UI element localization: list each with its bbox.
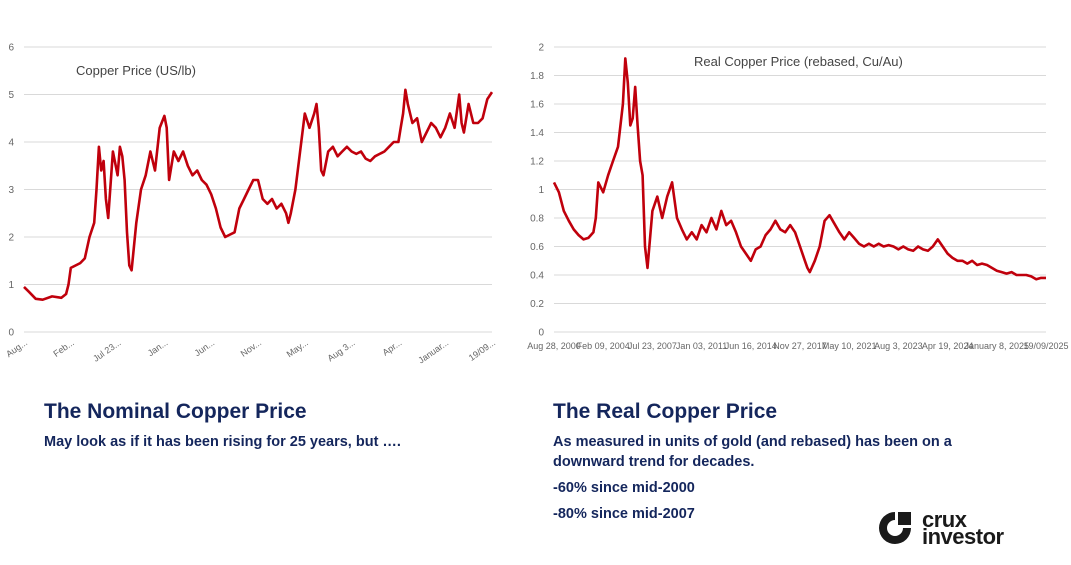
y-tick-label: 0 bbox=[8, 328, 14, 339]
crux-investor-logo: crux investor bbox=[876, 505, 1004, 551]
x-tick-label: Apr 19, 2024 bbox=[922, 341, 974, 351]
y-tick-label: 1.6 bbox=[530, 100, 544, 111]
x-tick-label: 19/09/2025 bbox=[1023, 341, 1068, 351]
x-tick-label: Aug 3... bbox=[326, 337, 357, 363]
x-tick-label: May... bbox=[285, 337, 310, 359]
chart-title: Copper Price (US/lb) bbox=[76, 63, 196, 78]
logo-text-investor: investor bbox=[922, 524, 1004, 549]
y-tick-label: 1.8 bbox=[530, 71, 544, 82]
x-tick-label: Jan 03, 2011 bbox=[676, 341, 727, 351]
series-line bbox=[23, 88, 494, 301]
y-tick-label: 4 bbox=[8, 138, 14, 149]
x-tick-label: Aug 3, 2023 bbox=[874, 341, 923, 351]
series-line bbox=[552, 57, 1046, 281]
real-copper-chart: 0 0.2 0.4 0.6 0.8 1 1.2 1.4 1.6 1.8 2 Aug 28, 2000F… bbox=[527, 43, 1068, 352]
x-tick-label: May 10, 2021 bbox=[822, 341, 877, 351]
x-tick-label: Jul 23... bbox=[91, 337, 123, 363]
x-tick-label: Nov 27, 2017 bbox=[773, 341, 827, 351]
real-caption-title: The Real Copper Price bbox=[553, 400, 778, 423]
real-caption-stat-2007: -80% since mid-2007 bbox=[553, 506, 695, 522]
x-tick-label: Jun 16, 2014 bbox=[725, 341, 777, 351]
y-tick-label: 0.8 bbox=[530, 214, 544, 225]
y-tick-label: 1.4 bbox=[530, 128, 544, 139]
real-caption: The Real Copper Price As measured in uni… bbox=[553, 400, 952, 524]
x-tick-label: Januar... bbox=[416, 337, 450, 365]
x-tick-label: Aug 28, 2000 bbox=[527, 341, 581, 351]
x-tick-label: Jul 23, 2007 bbox=[628, 341, 677, 351]
x-tick-label: Aug... bbox=[4, 337, 29, 359]
x-tick-label: 19/09... bbox=[467, 337, 497, 362]
x-tick-label: Apr... bbox=[381, 337, 404, 357]
y-tick-label: 6 bbox=[8, 43, 14, 54]
y-tick-label: 5 bbox=[8, 90, 14, 101]
crux-logo-icon bbox=[879, 512, 911, 544]
x-tick-label: Feb... bbox=[51, 337, 76, 358]
real-caption-text-2: downward trend for decades. bbox=[553, 454, 755, 470]
nominal-copper-chart: 0 1 2 3 4 5 6 Aug... Feb... Jul 23... Jan... Jun...… bbox=[4, 43, 497, 366]
real-caption-text-1: As measured in units of gold (and rebase… bbox=[553, 434, 952, 450]
x-tick-label: Nov... bbox=[239, 337, 263, 358]
y-tick-label: 3 bbox=[8, 185, 14, 196]
y-tick-label: 0.6 bbox=[530, 242, 544, 253]
x-tick-label: Feb 09, 2004 bbox=[577, 341, 630, 351]
y-tick-label: 1.2 bbox=[530, 157, 544, 168]
chart-title: Real Copper Price (rebased, Cu/Au) bbox=[694, 54, 903, 69]
y-tick-label: 0.4 bbox=[530, 271, 544, 282]
x-tick-label: Jan... bbox=[146, 337, 170, 358]
x-tick-label: January 8, 2025 bbox=[965, 341, 1030, 351]
y-tick-label: 0.2 bbox=[530, 299, 544, 310]
logo-text-crux: crux bbox=[922, 507, 967, 532]
y-tick-label: 1 bbox=[538, 185, 544, 196]
x-tick-label: Jun... bbox=[193, 337, 217, 358]
nominal-caption-text: May look as if it has been rising for 25… bbox=[44, 434, 401, 450]
nominal-caption: The Nominal Copper Price May look as if … bbox=[44, 400, 401, 452]
y-tick-label: 2 bbox=[538, 43, 544, 54]
y-tick-label: 0 bbox=[538, 328, 544, 339]
nominal-caption-title: The Nominal Copper Price bbox=[44, 400, 307, 423]
y-tick-label: 1 bbox=[8, 280, 14, 291]
y-tick-label: 2 bbox=[8, 233, 14, 244]
real-caption-stat-2000: -60% since mid-2000 bbox=[553, 480, 695, 496]
